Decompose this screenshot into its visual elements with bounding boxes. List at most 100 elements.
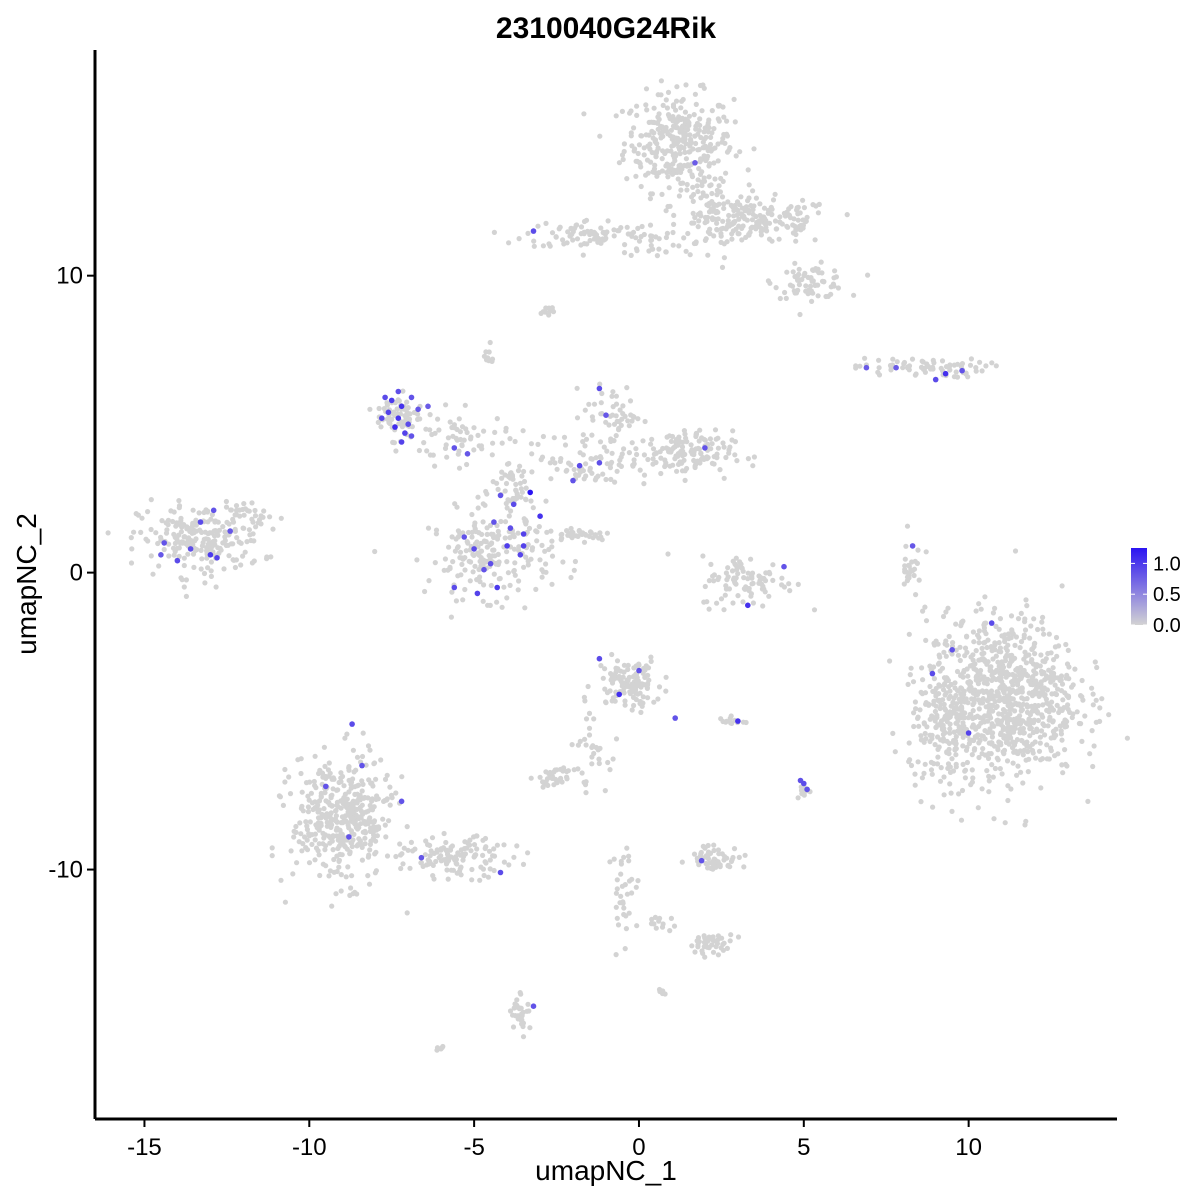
cell-point: [316, 852, 322, 858]
expressing-cell-point: [570, 477, 576, 484]
cell-point: [990, 656, 996, 662]
cell-point: [739, 565, 745, 571]
cell-point: [1045, 723, 1051, 729]
cell-point: [614, 468, 620, 474]
cell-point: [1082, 713, 1088, 719]
cell-point: [355, 782, 362, 788]
expressing-cell-point: [349, 721, 355, 727]
cell-point: [621, 148, 627, 155]
cell-point: [564, 768, 570, 775]
cell-point: [621, 446, 627, 452]
cell-point: [364, 820, 370, 826]
cell-point: [488, 582, 494, 589]
cell-point: [746, 182, 752, 188]
cell-point: [930, 804, 936, 810]
cell-point: [1037, 734, 1043, 740]
cell-point: [1038, 785, 1044, 791]
cell-point: [438, 847, 444, 853]
cell-point: [629, 418, 635, 424]
cell-point: [600, 471, 606, 477]
cell-point: [701, 85, 707, 91]
cell-point: [156, 563, 162, 569]
cell-point: [241, 525, 247, 531]
cell-point: [533, 586, 539, 593]
cell-point: [710, 949, 717, 955]
cell-point: [733, 153, 739, 159]
cell-point: [793, 231, 799, 238]
cell-point: [356, 836, 362, 842]
cell-point: [684, 187, 690, 193]
cell-point: [715, 141, 721, 147]
cell-point: [223, 504, 230, 510]
cell-point: [607, 767, 613, 773]
cell-point: [980, 675, 986, 682]
cell-point: [390, 439, 396, 445]
cell-point: [609, 393, 615, 399]
cell-point: [233, 503, 240, 509]
cell-point: [1011, 729, 1017, 735]
cell-point: [1053, 691, 1060, 698]
cell-point: [1039, 691, 1045, 697]
cell-point: [664, 105, 671, 111]
cell-point: [723, 226, 729, 232]
cell-point: [491, 846, 497, 852]
expressing-cell-point: [781, 563, 787, 570]
cell-point: [739, 237, 745, 243]
cell-point: [1065, 706, 1071, 712]
cell-point: [226, 553, 232, 559]
cell-point: [709, 942, 715, 948]
cell-point: [558, 775, 564, 782]
cell-point: [551, 769, 557, 775]
cell-point: [420, 863, 426, 870]
cell-point: [427, 842, 433, 849]
cell-point: [703, 236, 709, 242]
cell-point: [711, 160, 717, 166]
cell-point: [335, 787, 341, 793]
cell-point: [902, 566, 908, 573]
cell-point: [679, 444, 686, 450]
cell-point: [705, 229, 712, 235]
cell-point: [178, 529, 184, 535]
cell-point: [1038, 728, 1045, 734]
cell-point: [779, 575, 785, 581]
cell-point: [334, 868, 340, 875]
cell-point: [705, 865, 711, 871]
cell-point: [769, 212, 775, 218]
cell-point: [751, 454, 758, 460]
cell-point: [615, 922, 622, 928]
cell-point: [890, 730, 896, 737]
cell-point: [501, 584, 507, 590]
cell-point: [748, 556, 754, 562]
cell-point: [681, 132, 687, 138]
cell-point: [1099, 696, 1105, 702]
cell-point: [631, 665, 637, 671]
expressing-cell-point: [698, 857, 705, 864]
cell-point: [458, 864, 464, 870]
cell-point: [685, 230, 691, 237]
cell-point: [484, 525, 490, 531]
expressing-cell-point: [474, 590, 481, 597]
cell-point: [819, 270, 825, 276]
cell-point: [1030, 720, 1037, 726]
cell-point: [638, 164, 644, 170]
cell-point: [745, 167, 751, 173]
cell-point: [717, 467, 723, 473]
cell-point: [560, 237, 566, 243]
cell-point: [519, 1012, 525, 1018]
cell-point: [321, 835, 327, 841]
cell-point: [425, 861, 432, 867]
cell-point: [349, 839, 355, 846]
cell-point: [596, 756, 602, 762]
cell-point: [701, 178, 708, 184]
cell-point: [566, 460, 572, 466]
expressing-cell-point: [359, 762, 365, 769]
cell-point: [713, 216, 719, 222]
cell-point: [613, 736, 620, 742]
cell-point: [249, 500, 255, 506]
y-axis-label: umapNC_2: [11, 513, 42, 655]
cell-point: [953, 621, 959, 627]
cell-point: [916, 723, 922, 729]
cell-point: [695, 131, 701, 137]
cell-point: [1090, 702, 1096, 708]
cell-point: [503, 480, 510, 487]
